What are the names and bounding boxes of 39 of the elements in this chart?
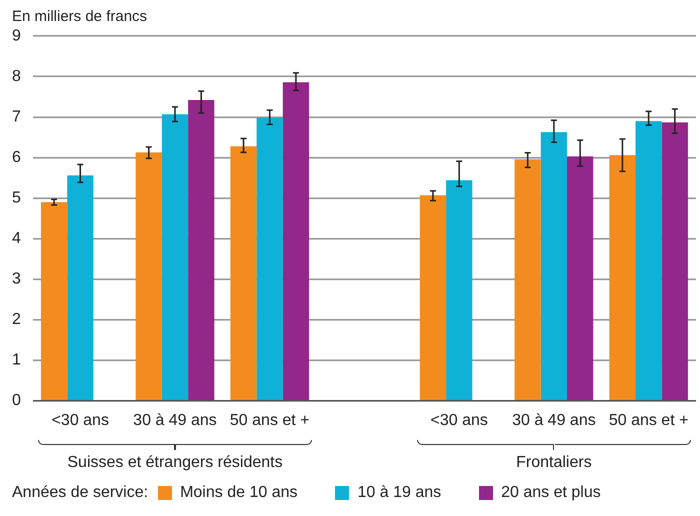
y-tick-label: 4	[12, 230, 21, 248]
bar	[662, 122, 688, 400]
bar	[540, 132, 568, 400]
y-tick-label: 5	[12, 190, 21, 207]
bar	[230, 146, 257, 400]
x-tick-label: 50 ans et +	[230, 412, 310, 429]
y-tick-label: 3	[12, 270, 21, 288]
x-tick-label: 30 à 49 ans	[133, 412, 217, 429]
bar	[40, 202, 68, 400]
legend-label: 20 ans et plus	[501, 484, 601, 502]
bar	[567, 156, 594, 400]
y-tick-label: 7	[12, 108, 21, 126]
bar	[636, 121, 662, 400]
bar	[514, 159, 541, 400]
bar	[282, 82, 310, 400]
x-tick-label: 30 à 49 ans	[512, 412, 596, 429]
bar	[67, 175, 94, 400]
legend-label: Moins de 10 ans	[180, 484, 298, 502]
legend-title: Années de service:	[12, 484, 148, 502]
y-tick-label: 8	[12, 68, 21, 85]
bar	[162, 114, 188, 400]
bar	[136, 152, 162, 400]
y-axis-title: En milliers de francs	[12, 8, 148, 25]
y-tick-label: 0	[12, 392, 21, 410]
y-tick-label: 2	[12, 311, 21, 328]
bar	[609, 155, 636, 400]
bar	[420, 195, 446, 400]
bar	[446, 180, 472, 400]
y-tick-label: 6	[12, 149, 21, 166]
bar	[256, 118, 283, 400]
x-tick-label: <30 ans	[430, 412, 488, 429]
x-tick-label: <30 ans	[52, 412, 109, 429]
legend-label: 10 à 19 ans	[357, 484, 442, 502]
y-tick-label: 1	[12, 352, 21, 369]
x-tick-label: 50 ans et +	[608, 412, 688, 429]
y-tick-label: 9	[12, 27, 21, 44]
text: Suisses et étrangers résidents	[67, 454, 283, 472]
bar	[188, 100, 214, 400]
text: Frontaliers	[516, 454, 592, 472]
